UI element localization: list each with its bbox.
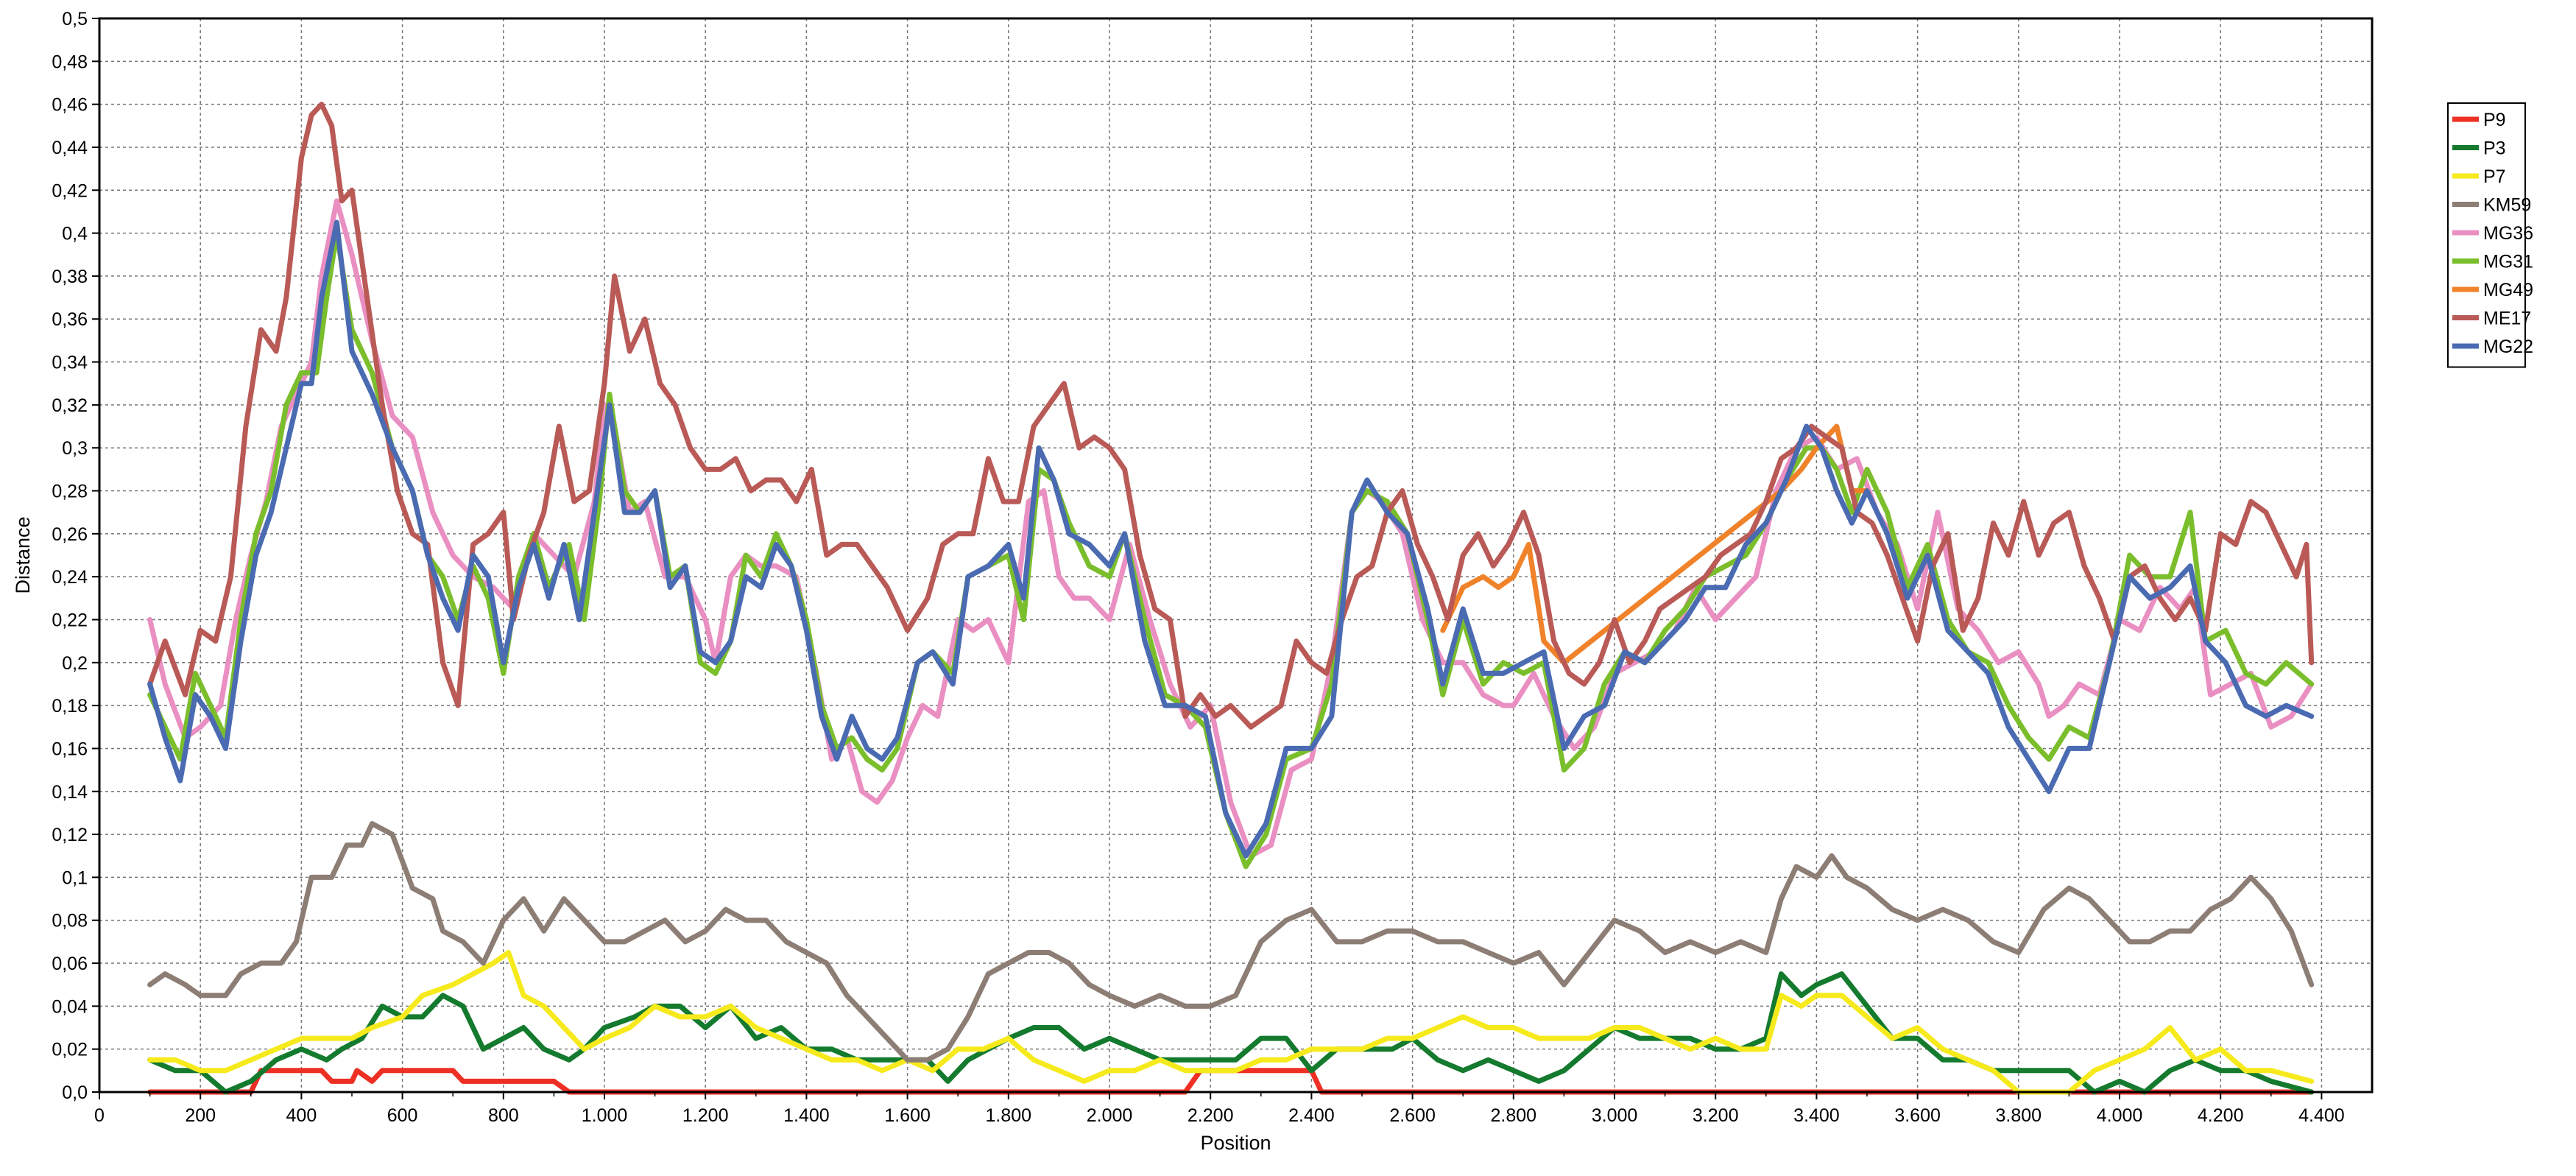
series-line-p3 (147, 971, 2315, 1095)
y-tick-label: 0,34 (52, 353, 88, 373)
y-tick-label: 0,3 (62, 438, 88, 459)
x-tick-label: 1.200 (682, 1105, 729, 1126)
x-tick-label: 3.600 (1894, 1105, 1941, 1126)
x-axis-ticks: 0 200 400 600 800 1.000 1.200 1.400 1.600 1.800 2.… (94, 1092, 2345, 1126)
x-tick-label: 3.800 (1996, 1105, 2042, 1126)
y-tick-label: 0,5 (62, 9, 88, 29)
x-tick-label: 2.600 (1389, 1105, 1436, 1126)
y-tick-label: 0,12 (52, 825, 88, 845)
x-tick-label: 0 (94, 1105, 105, 1126)
x-tick-label: 1.800 (986, 1105, 1032, 1126)
x-tick-label: 600 (387, 1105, 418, 1126)
x-tick-label: 800 (488, 1105, 519, 1126)
legend-label: P3 (2483, 138, 2506, 159)
y-tick-label: 0,44 (52, 138, 88, 158)
legend-label: MG49 (2483, 280, 2533, 300)
series-line-mg49 (1440, 423, 1870, 666)
legend-label: ME17 (2483, 309, 2531, 329)
x-tick-label: 3.200 (1693, 1105, 1739, 1126)
legend: P9 P3 P7 KM59 MG36 MG31 MG49 ME17 MG22 (2447, 102, 2533, 368)
y-tick-label: 0,26 (52, 524, 88, 545)
legend-label: P7 (2483, 166, 2506, 187)
x-tick-label: 1.400 (783, 1105, 830, 1126)
y-axis-ticks: 0,0 0,02 0,04 0,06 0,08 0,1 0,12 0,14 0,16 0,18 0,… (52, 9, 99, 1103)
y-tick-label: 0,38 (52, 267, 88, 287)
x-tick-label: 2.000 (1087, 1105, 1133, 1126)
y-tick-label: 0,0 (62, 1082, 88, 1103)
plot-area (99, 18, 2372, 1092)
x-tick-label: 4.400 (2298, 1105, 2345, 1126)
y-tick-label: 0,2 (62, 653, 88, 674)
y-tick-label: 0,04 (52, 996, 88, 1017)
x-tick-label: 2.200 (1188, 1105, 1234, 1126)
x-tick-label: 3.000 (1592, 1105, 1638, 1126)
series-line-p7 (147, 950, 2315, 1095)
y-tick-label: 0,08 (52, 911, 88, 932)
y-tick-label: 0,16 (52, 739, 88, 759)
legend-label: P9 (2483, 110, 2506, 130)
x-tick-label: 4.000 (2097, 1105, 2143, 1126)
y-tick-label: 0,14 (52, 782, 88, 803)
series-line-mg22 (147, 219, 2315, 859)
x-tick-label: 2.800 (1491, 1105, 1537, 1126)
y-tick-label: 0,22 (52, 610, 88, 630)
y-tick-label: 0,48 (52, 52, 88, 72)
series-line-me17 (147, 102, 2315, 730)
y-tick-label: 0,18 (52, 696, 88, 716)
y-tick-label: 0,02 (52, 1040, 88, 1060)
y-tick-label: 0,36 (52, 309, 88, 330)
y-tick-label: 0,28 (52, 482, 88, 502)
x-tick-label: 3.400 (1793, 1105, 1840, 1126)
y-tick-label: 0,42 (52, 180, 88, 201)
legend-label: MG22 (2483, 337, 2533, 357)
y-tick-label: 0,06 (52, 954, 88, 974)
x-tick-label: 1.600 (884, 1105, 931, 1126)
x-axis-label: Position (1200, 1132, 1271, 1154)
grid-lines (99, 18, 2372, 1092)
y-tick-label: 0,1 (62, 867, 88, 888)
y-axis-label: Distance (12, 516, 34, 594)
y-tick-label: 0,4 (62, 224, 88, 244)
y-tick-label: 0,46 (52, 95, 88, 116)
x-tick-label: 200 (185, 1105, 216, 1126)
x-tick-label: 400 (286, 1105, 317, 1126)
legend-label: KM59 (2483, 195, 2531, 216)
legend-label: MG36 (2483, 223, 2533, 244)
series-lines (147, 102, 2315, 1095)
legend-label: MG31 (2483, 252, 2533, 272)
x-tick-label: 2.400 (1288, 1105, 1335, 1126)
x-tick-label: 4.200 (2198, 1105, 2244, 1126)
y-tick-label: 0,24 (52, 567, 88, 588)
x-tick-label: 1.000 (582, 1105, 628, 1126)
series-line-km59 (147, 821, 2315, 1063)
plot-frame (98, 17, 2374, 1094)
y-tick-label: 0,32 (52, 395, 88, 416)
